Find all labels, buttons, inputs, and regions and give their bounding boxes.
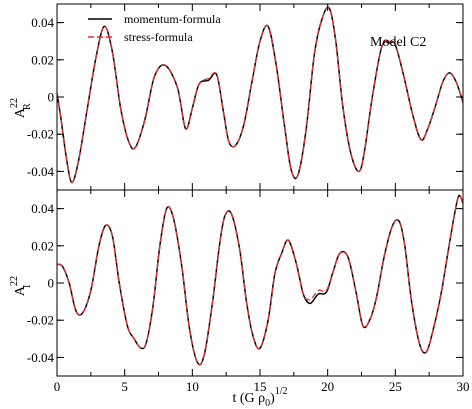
top-ytick-label: -0.04: [27, 164, 55, 179]
bottom-ytick-label: -0.02: [27, 313, 54, 328]
legend: momentum-formula stress-formula: [88, 12, 221, 44]
legend-label-momentum: momentum-formula: [124, 12, 221, 26]
text-layer: Model C2 momentum-formula stress-formula…: [9, 12, 470, 409]
top-series-momentum-formula: [57, 6, 463, 184]
xtick-label: 25: [389, 379, 402, 394]
xtick-label: 5: [121, 379, 128, 394]
bottom-ytick-label: -0.04: [27, 350, 55, 365]
model-annotation: Model C2: [370, 35, 426, 50]
bottom-ytick-label: 0.02: [31, 238, 54, 253]
bottom-series-momentum-formula: [57, 194, 463, 366]
top-ytick-label: -0.02: [27, 127, 54, 142]
legend-label-stress: stress-formula: [124, 30, 193, 44]
bottom-series-stress-formula: [57, 194, 463, 366]
plot-layer: [57, 6, 463, 366]
xtick-label: 10: [186, 379, 199, 394]
top-ylabel: A22 R: [9, 98, 33, 118]
top-series-stress-formula: [57, 6, 463, 184]
top-ytick-label: 0.04: [31, 15, 54, 30]
bottom-ylabel: A22I: [9, 276, 33, 296]
top-ytick-label: 0: [48, 90, 55, 105]
frame-layer: [56, 3, 464, 377]
xtick-label: 20: [321, 379, 334, 394]
xtick-label: 0: [54, 379, 61, 394]
x-axis-title: t (G ρ0)1/2: [232, 386, 287, 409]
top-ytick-label: 0.02: [31, 52, 54, 67]
xtick-label: 30: [457, 379, 470, 394]
top-panel-frame: [56, 3, 464, 191]
bottom-ytick-label: 0: [48, 276, 55, 291]
bottom-ytick-label: 0.04: [31, 201, 54, 216]
xtick-label: 15: [254, 379, 267, 394]
